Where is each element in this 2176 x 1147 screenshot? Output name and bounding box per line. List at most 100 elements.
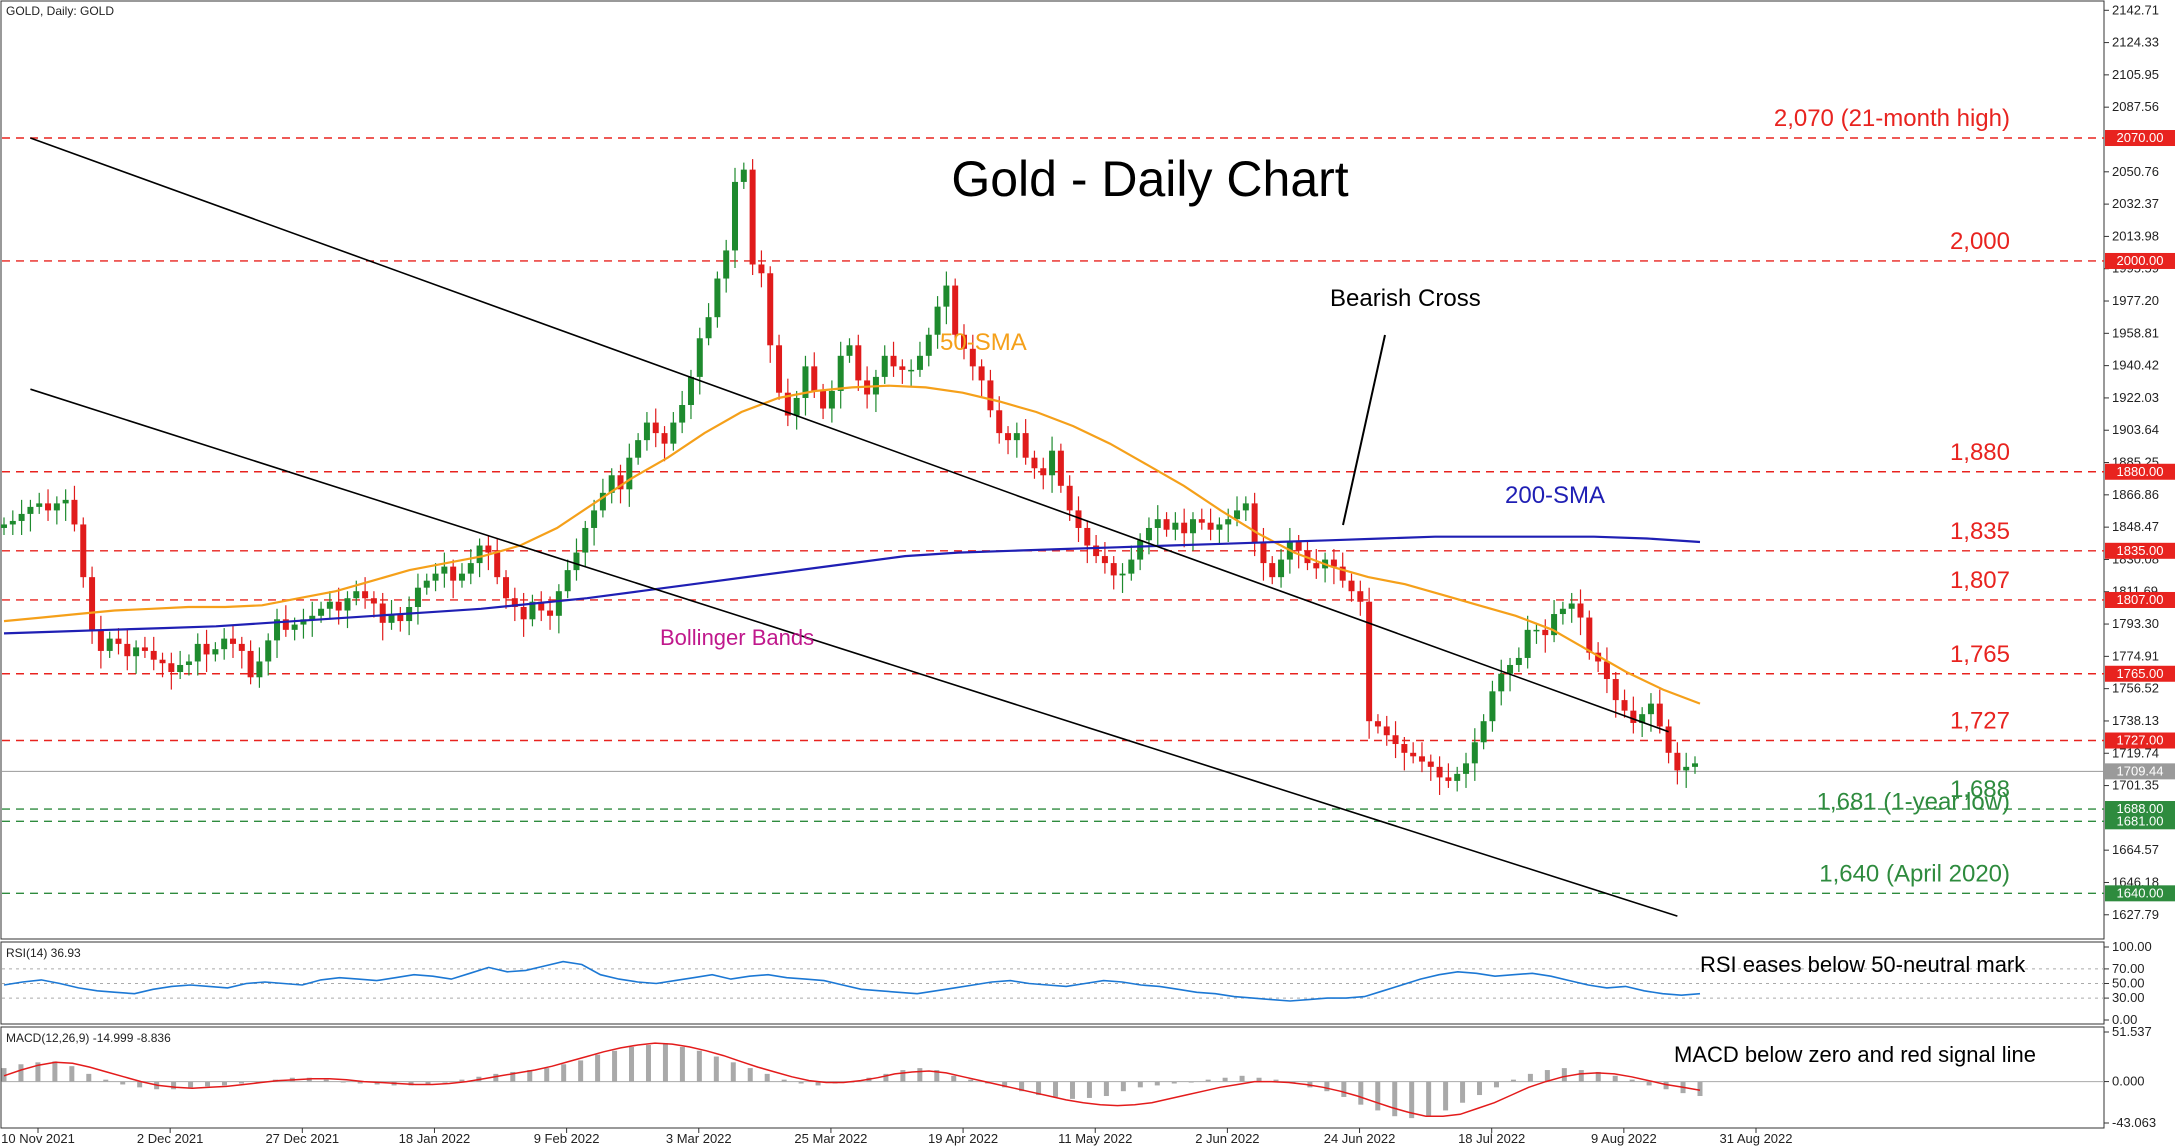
candle-body: [837, 355, 844, 391]
candle-body: [1665, 726, 1672, 753]
candle-body: [1049, 450, 1056, 476]
macd-hist-bar: [527, 1070, 533, 1082]
candle-body: [969, 348, 976, 367]
macd-hist-bar: [679, 1046, 685, 1082]
candle-body: [309, 615, 316, 620]
candle-body: [714, 278, 721, 318]
candle-body: [185, 661, 192, 665]
x-tick-label: 24 Jun 2022: [1324, 1131, 1396, 1146]
macd-hist-bar: [1561, 1068, 1567, 1082]
candle-body: [1383, 726, 1390, 736]
macd-hist-bar: [1036, 1081, 1042, 1096]
candle-body: [1524, 629, 1531, 658]
macd-hist-bar: [1324, 1081, 1330, 1092]
y-tick-label: 1719.74: [2112, 745, 2159, 760]
candle-body: [27, 506, 34, 514]
candle-body: [520, 607, 527, 620]
candle-body: [908, 369, 915, 372]
candle-body: [1005, 433, 1012, 441]
macd-hist-bar: [221, 1081, 227, 1086]
macd-panel: 51.537 0.000 -43.063: [1, 1024, 2156, 1130]
macd-hist-bar: [764, 1073, 770, 1082]
macd-hist-bar: [188, 1081, 194, 1088]
price-tag-label: 1727.00: [2117, 733, 2164, 748]
candle-body: [1172, 522, 1179, 530]
candle-body: [353, 591, 360, 599]
price-tag-label: 1765.00: [2117, 666, 2164, 681]
candle-body: [397, 614, 404, 622]
y-tick-label: 2087.56: [2112, 99, 2159, 114]
candle-body: [414, 587, 421, 608]
rsi-annotation: RSI eases below 50-neutral mark: [1700, 952, 2026, 977]
x-tick-label: 2 Jun 2022: [1195, 1131, 1259, 1146]
candle-body: [1374, 721, 1381, 727]
y-tick-label: 1958.81: [2112, 325, 2159, 340]
macd-hist-bar: [103, 1079, 109, 1082]
macd-hist-bar: [205, 1081, 211, 1087]
candle-body: [379, 603, 386, 623]
candle-body: [1445, 777, 1452, 781]
candle-body: [960, 334, 967, 349]
rsi-tick-label: 50.00: [2112, 976, 2145, 991]
macd-hist-bar: [459, 1079, 465, 1082]
candle-body: [300, 619, 307, 625]
macd-hist-bar: [1578, 1070, 1584, 1082]
candle-body: [564, 570, 571, 592]
candle-body: [881, 355, 888, 377]
macd-hist-bar: [1646, 1081, 1652, 1086]
price-tag-box: [2105, 252, 2175, 269]
macd-hist-bar: [781, 1079, 787, 1082]
candle-body: [1313, 563, 1320, 569]
level-price-tags: 2070.00 2000.00 1880.00 1835.00 1807.00 1765.…: [2105, 130, 2175, 902]
macd-panel-frame: [0, 1026, 2105, 1129]
y-tick-label: 1701.35: [2112, 778, 2159, 793]
candle-body: [617, 475, 624, 490]
macd-hist-bar: [662, 1043, 668, 1082]
candle-body: [652, 422, 659, 434]
candle-body: [1216, 524, 1223, 530]
macd-hist-bar: [323, 1079, 329, 1082]
price-tag-box: [2105, 885, 2175, 902]
candle-body: [256, 661, 263, 678]
candle-body: [450, 566, 457, 581]
x-tick-label: 18 Jan 2022: [399, 1131, 471, 1146]
price-tag-box: [2105, 130, 2175, 147]
candle-body: [494, 552, 501, 578]
candle-body: [855, 345, 862, 381]
macd-hist-bar: [951, 1075, 957, 1082]
macd-hist-bar: [934, 1070, 940, 1082]
candle-body: [141, 647, 148, 651]
candle-body: [344, 598, 351, 611]
candle-body: [1621, 700, 1628, 711]
candle-body: [1454, 773, 1461, 781]
level-label: 1,807: [1950, 567, 2010, 594]
candle-body: [573, 552, 580, 571]
y-tick-label: 1977.20: [2112, 293, 2159, 308]
macd-hist-bar: [1527, 1073, 1533, 1082]
candle-body: [635, 440, 642, 458]
price-tag-label: 1880.00: [2117, 464, 2164, 479]
candle-body: [1189, 519, 1196, 534]
channel-lower-line: [30, 388, 1678, 917]
candle-body: [274, 619, 281, 641]
candle-body: [1489, 691, 1496, 722]
candle-body: [1480, 721, 1487, 743]
candle-body: [45, 503, 52, 511]
macd-hist-bar: [1120, 1081, 1126, 1092]
candle-body: [467, 563, 474, 574]
macd-tick-label: 0.000: [2112, 1074, 2145, 1089]
candle-body: [1181, 522, 1188, 534]
candle-body: [1234, 510, 1241, 520]
candle-body: [97, 629, 104, 651]
candles: [1, 159, 1698, 795]
price-tag-label: 2000.00: [2117, 253, 2164, 268]
symbol-label: GOLD, Daily: GOLD: [6, 4, 114, 18]
candle-body: [1225, 519, 1232, 525]
x-tick-label: 9 Aug 2022: [1591, 1131, 1657, 1146]
candle-body: [53, 503, 60, 511]
candle-body: [670, 422, 677, 444]
candle-body: [362, 591, 369, 599]
level-label: 1,835: [1950, 518, 2010, 545]
candle-body: [1603, 661, 1610, 680]
candle-body: [987, 380, 994, 411]
